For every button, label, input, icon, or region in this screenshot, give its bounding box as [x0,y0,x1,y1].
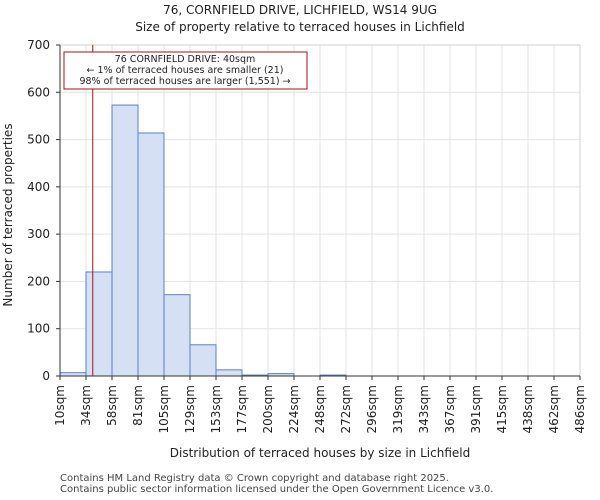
annotation-line: 76 CORNFIELD DRIVE: 40sqm [115,54,256,65]
y-tick-label: 0 [42,369,50,383]
x-tick-label: 129sqm [183,385,197,433]
y-tick-label: 400 [27,180,50,194]
annotation-line: ← 1% of terraced houses are smaller (21) [87,65,284,76]
histogram-bar [111,104,139,377]
histogram-bar [163,294,191,377]
y-tick-label: 500 [27,133,50,147]
x-tick-label: 486sqm [573,385,587,433]
x-tick-label: 248sqm [313,385,327,433]
histogram-bar [137,132,165,377]
y-tick-label: 200 [27,274,50,288]
x-tick-label: 343sqm [417,385,431,433]
y-tick-label: 100 [27,322,50,336]
x-axis-label: Distribution of terraced houses by size … [170,446,470,460]
x-tick-label: 81sqm [131,385,145,426]
x-tick-label: 367sqm [443,385,457,433]
histogram-bar [85,271,113,377]
footer-copyright: Contains HM Land Registry data © Crown c… [60,473,449,484]
x-tick-label: 105sqm [157,385,171,433]
x-tick-label: 177sqm [235,385,249,433]
y-tick-label: 600 [27,85,50,99]
histogram-bar [215,369,243,377]
x-tick-label: 319sqm [391,385,405,433]
x-tick-label: 391sqm [469,385,483,433]
x-tick-label: 272sqm [339,385,353,433]
x-tick-label: 438sqm [521,385,535,433]
y-tick-label: 300 [27,227,50,241]
x-tick-label: 415sqm [495,385,509,433]
x-tick-label: 10sqm [53,385,67,426]
annotation-line: 98% of terraced houses are larger (1,551… [79,76,290,87]
annotation-box [63,51,308,90]
y-tick-label: 700 [27,38,50,52]
x-tick-label: 34sqm [79,385,93,426]
chart-title: 76, CORNFIELD DRIVE, LICHFIELD, WS14 9UG [163,3,437,17]
x-tick-label: 296sqm [365,385,379,433]
x-tick-label: 224sqm [287,385,301,433]
x-tick-label: 58sqm [105,385,119,426]
x-tick-label: 462sqm [547,385,561,433]
chart-subtitle: Size of property relative to terraced ho… [135,20,465,34]
footer-licence: Contains public sector information licen… [60,484,494,495]
histogram-bar [189,344,217,377]
x-tick-label: 153sqm [209,385,223,433]
x-tick-label: 200sqm [261,385,275,433]
y-axis-label: Number of terraced properties [1,123,15,306]
